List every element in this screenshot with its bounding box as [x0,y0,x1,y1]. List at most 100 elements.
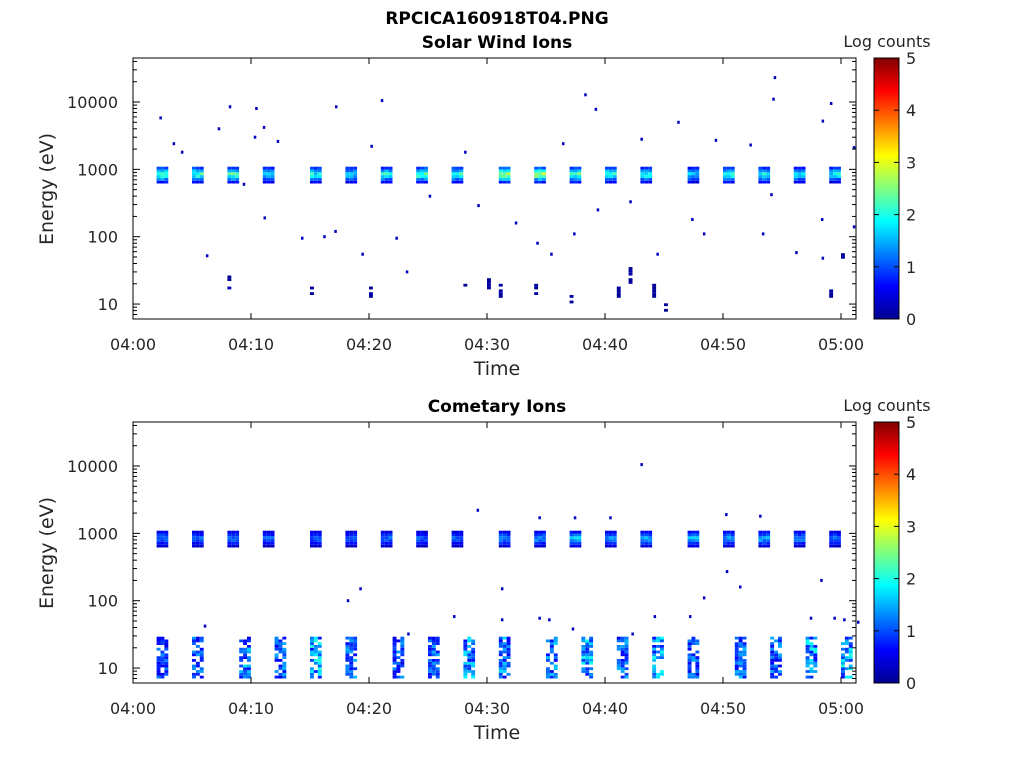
heatmap-cell [758,536,763,540]
heatmap-cell [313,645,318,648]
heatmap-cell [317,656,322,659]
heatmap-cell [416,541,421,545]
heatmap-cell [156,670,161,673]
heatmap-cell [388,544,393,548]
heatmap-cell [471,675,476,679]
heatmap-cell [164,642,169,645]
heatmap-cell [624,653,629,657]
heatmap-cell [384,541,389,545]
heatmap-cell [400,659,405,662]
heatmap-point [677,120,680,124]
heatmap-cell [546,656,550,659]
heatmap-cell [192,177,196,181]
heatmap-cell [534,283,539,287]
heatmap-cell [833,536,837,540]
heatmap-cell [687,639,692,643]
heatmap-cell [546,653,550,657]
heatmap-cell [809,661,814,665]
colorbar-label: Log counts [843,396,930,415]
x-tick-label: 04:10 [228,335,274,354]
heatmap-cell [353,645,358,648]
heatmap-cell [195,670,200,673]
heatmap-cell [841,656,845,659]
heatmap-cell [742,675,747,679]
heatmap-cell [723,169,727,173]
heatmap-cell [195,639,200,643]
heatmap-cell [809,653,814,657]
heatmap-cell [156,172,161,176]
heatmap-cell [778,659,782,662]
heatmap-cell [384,166,389,170]
heatmap-cell [546,670,550,673]
heatmap-cell [833,169,837,173]
heatmap-cell [502,647,507,651]
heatmap-cell [841,647,845,651]
heatmap-cell [844,659,849,662]
heatmap-cell [695,530,700,534]
heatmap-cell [463,664,468,668]
heatmap-cell [313,639,318,643]
heatmap-point [263,216,266,220]
heatmap-cell [608,180,613,184]
heatmap-cell [573,175,578,178]
heatmap-cell [164,653,169,657]
heatmap-cell [546,672,550,676]
heatmap-cell [420,172,424,176]
heatmap-cell [195,172,200,176]
heatmap-cell [648,166,653,170]
heatmap-cell [160,650,165,654]
heatmap-cell [195,661,200,665]
heatmap-cell [738,672,743,676]
heatmap-cell [538,533,542,537]
heatmap-cell [542,180,546,184]
heatmap-cell [585,653,590,657]
heatmap-cell [274,642,279,645]
heatmap-cell [160,672,165,676]
heatmap-cell [506,656,511,659]
heatmap-cell [762,166,767,170]
heatmap-cell [687,530,692,534]
heatmap-cell [156,533,161,537]
heatmap-cell [542,530,546,534]
heatmap-cell [742,647,747,651]
heatmap-cell [467,639,472,643]
heatmap-cell [506,180,511,184]
heatmap-cell [660,636,664,640]
heatmap-cell [585,645,590,648]
heatmap-cell [648,544,653,548]
heatmap-cell [801,530,806,534]
heatmap-cell [573,169,578,173]
heatmap-cell [620,647,625,651]
heatmap-point [262,125,266,129]
heatmap-cell [809,647,814,651]
heatmap-cell [160,530,165,534]
heatmap-cell [467,667,472,671]
heatmap-cell [459,539,464,542]
heatmap-cell [766,166,771,170]
heatmap-cell [730,172,735,176]
heatmap-cell [455,533,460,537]
heatmap-cell [730,177,735,181]
heatmap-cell [538,175,542,178]
heatmap-cell [762,539,767,542]
heatmap-cell [231,180,236,184]
heatmap-cell [695,175,700,178]
heatmap-cell [156,672,161,676]
x-tick-label: 05:00 [818,335,864,354]
heatmap-cell [691,180,696,184]
heatmap-cell [549,647,554,651]
heatmap-cell [652,653,657,657]
heatmap-cell [608,172,613,176]
heatmap-cell [506,639,511,643]
heatmap-cell [758,544,763,548]
heatmap-cell [467,650,472,654]
x-tick-label: 04:20 [346,335,392,354]
heatmap-cell [809,667,814,671]
heatmap-cell [691,659,696,662]
heatmap-cell [274,647,279,651]
heatmap-cell [793,177,798,181]
heatmap-cell [758,175,763,178]
heatmap-cell [310,533,314,537]
heatmap-cell [400,645,405,648]
heatmap-cell [829,175,834,178]
